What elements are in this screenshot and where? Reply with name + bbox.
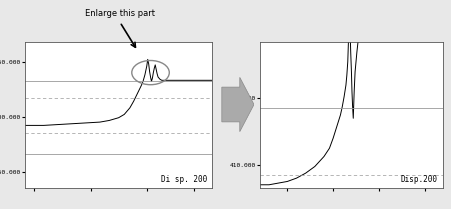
Text: Di sp. 200: Di sp. 200 [160, 175, 207, 184]
Polygon shape [221, 77, 253, 132]
Text: Enlarge this part: Enlarge this part [85, 9, 154, 18]
Text: Disp.200: Disp.200 [400, 175, 437, 184]
